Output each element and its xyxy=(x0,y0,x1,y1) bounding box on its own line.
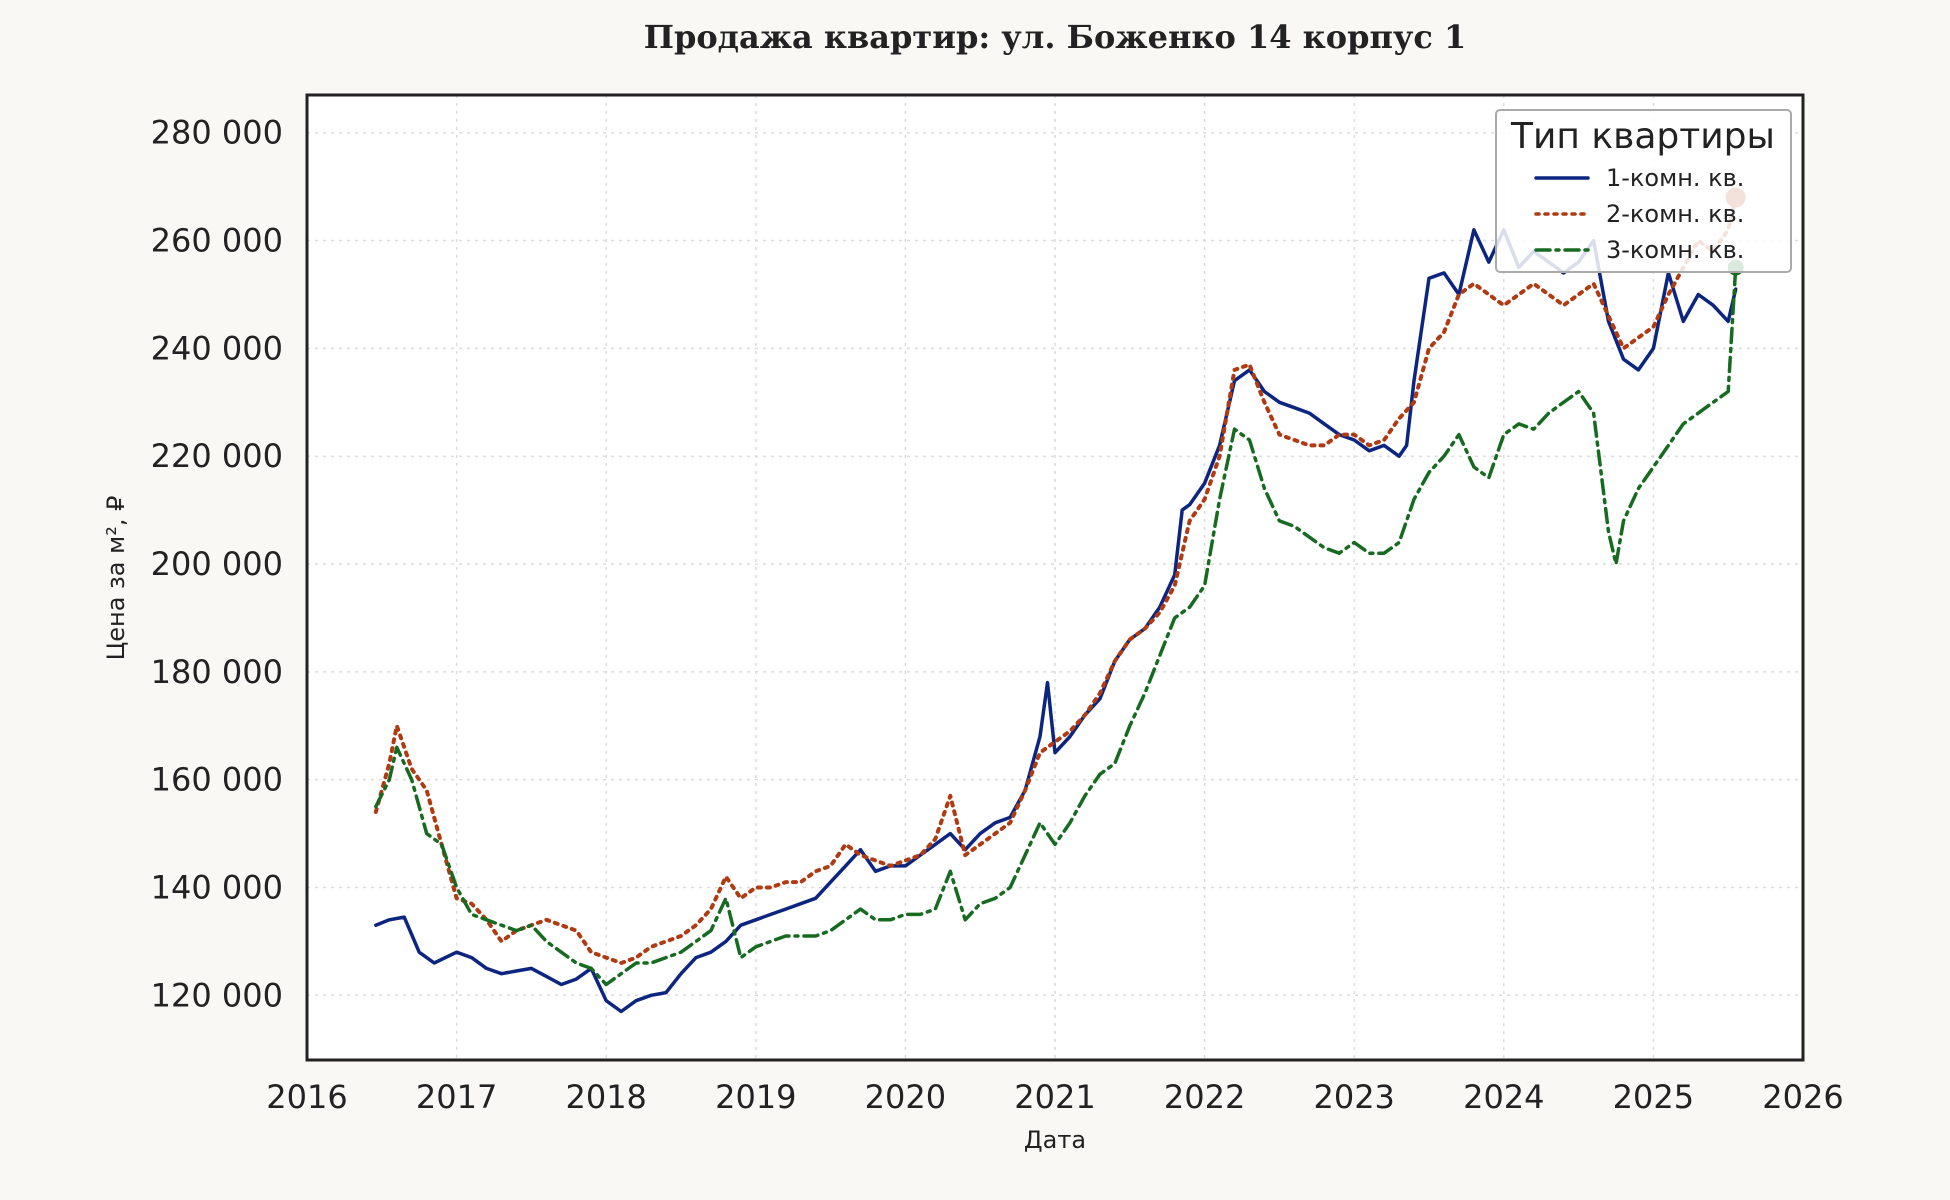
x-tick-label: 2025 xyxy=(1613,1078,1694,1116)
legend-label-1: 1-комн. кв. xyxy=(1606,164,1744,192)
legend-entries: 1-комн. кв. 2-комн. кв. 3-комн. кв. xyxy=(1534,164,1744,264)
y-tick-label: 240 000 xyxy=(151,329,283,367)
x-tick-label: 2024 xyxy=(1463,1078,1544,1116)
y-tick-label: 120 000 xyxy=(151,976,283,1014)
x-tick-label: 2026 xyxy=(1762,1078,1843,1116)
legend-title: Тип квартиры xyxy=(1510,116,1775,157)
x-tick-label: 2017 xyxy=(416,1078,497,1116)
grid-layer xyxy=(307,95,1803,1060)
y-tick-label: 140 000 xyxy=(151,868,283,906)
x-tick-label: 2022 xyxy=(1164,1078,1245,1116)
x-axis-label: Дата xyxy=(1024,1126,1086,1154)
plot-frame xyxy=(305,93,1805,1062)
x-tick-label: 2021 xyxy=(1014,1078,1095,1116)
legend-label-2: 2-комн. кв. xyxy=(1606,200,1744,228)
y-tick-label: 280 000 xyxy=(151,114,283,152)
y-tick-label: 160 000 xyxy=(151,761,283,799)
x-tick-label: 2020 xyxy=(865,1078,946,1116)
y-tick-label: 180 000 xyxy=(151,653,283,691)
series-line-3 xyxy=(374,265,1738,987)
series-line-2 xyxy=(373,195,1738,965)
y-axis-ticks: 120 000 140 000 160 000 180 000 200 000 220 0… xyxy=(151,114,283,1015)
x-tick-label: 2016 xyxy=(266,1078,347,1116)
chart-title: Продажа квартир: ул. Боженко 14 корпус 1 xyxy=(644,18,1467,56)
legend-box xyxy=(1495,109,1792,273)
legend-label-3: 3-комн. кв. xyxy=(1606,236,1744,264)
x-tick-label: 2018 xyxy=(565,1078,646,1116)
x-axis-ticks: 2016 2017 2018 2019 2020 2021 2022 2023 2024 2025… xyxy=(266,1078,1843,1116)
y-tick-label: 260 000 xyxy=(151,222,283,260)
y-axis-label: Цена за м², ₽ xyxy=(102,496,130,661)
y-tick-label: 220 000 xyxy=(151,437,283,475)
x-tick-label: 2023 xyxy=(1313,1078,1394,1116)
x-tick-label: 2019 xyxy=(715,1078,796,1116)
legend: Тип квартиры 1-комн. кв. 2-комн. кв. 3-ком… xyxy=(1495,109,1792,273)
y-tick-label: 200 000 xyxy=(151,545,283,583)
